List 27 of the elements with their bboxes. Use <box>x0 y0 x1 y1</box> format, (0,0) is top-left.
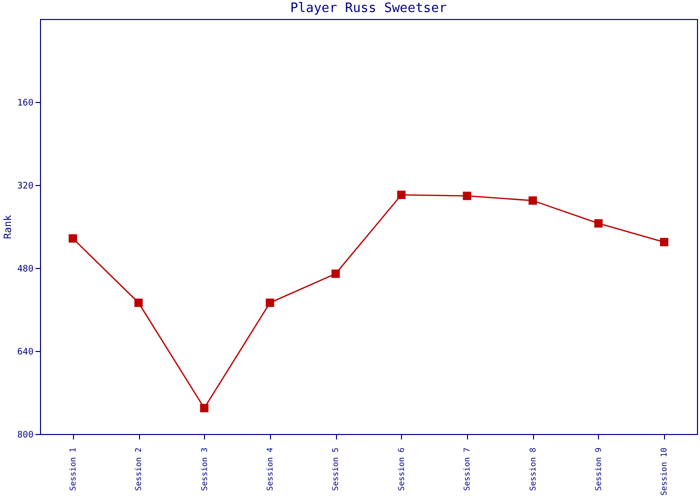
x-tick-label: Session 7 <box>462 447 472 491</box>
y-tick-label: 640 <box>17 348 34 358</box>
x-tick-label: Session 8 <box>528 447 538 491</box>
point <box>528 196 537 205</box>
x-tick-label: Session 3 <box>200 447 209 491</box>
chart-title: Player Russ Sweetser <box>290 1 447 16</box>
x-tick-label: Session 6 <box>396 447 406 491</box>
y-tick-label: 160 <box>17 98 34 108</box>
y-axis-title: Rank <box>3 214 14 240</box>
point <box>331 270 340 278</box>
y-tick-label: 480 <box>17 264 34 274</box>
x-tick-label: Session 1 <box>68 447 78 491</box>
x-tick-label: Session 2 <box>134 447 144 491</box>
point <box>134 298 143 307</box>
point <box>68 234 78 243</box>
point <box>397 190 406 200</box>
x-tick-label: Session 9 <box>594 447 603 491</box>
point <box>266 298 274 307</box>
x-tick-label: Session 10 <box>660 447 669 496</box>
x-tick-label: Session 4 <box>265 447 274 491</box>
point <box>200 404 208 412</box>
y-tick-label: 320 <box>17 182 34 192</box>
point <box>660 238 668 246</box>
point <box>594 219 603 228</box>
x-tick-label: Session 5 <box>331 447 340 491</box>
point <box>462 192 472 200</box>
y-tick-label: 800 <box>17 430 34 440</box>
